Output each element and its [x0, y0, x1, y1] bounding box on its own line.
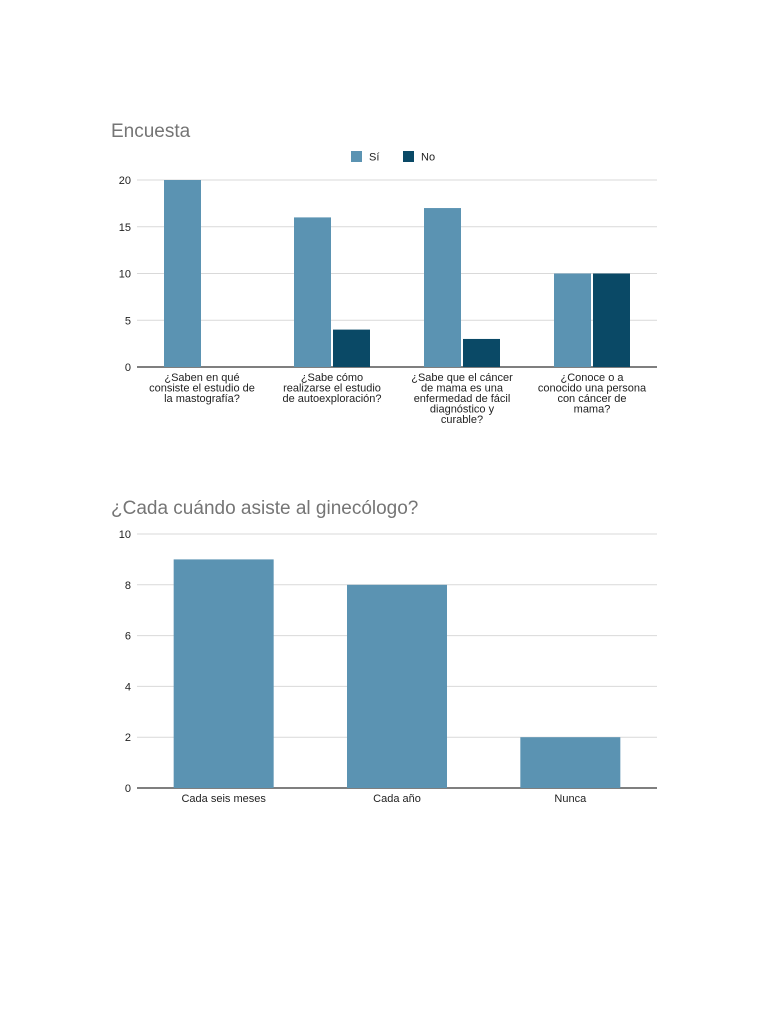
chart-title: ¿Cada cuándo asiste al ginecólogo?	[111, 498, 418, 519]
x-tick-label: conocido una persona	[538, 383, 647, 395]
y-tick-label: 20	[119, 175, 131, 187]
y-axis: 0 2 4 6 8 10	[119, 529, 131, 795]
chart-ginecologo: ¿Cada cuándo asiste al ginecólogo? 0 2 4 6 8…	[111, 498, 657, 805]
y-tick-label: 15	[119, 222, 131, 234]
bar-sí	[294, 217, 331, 367]
chart-title: Encuesta	[111, 121, 191, 142]
bar-no	[463, 338, 500, 367]
y-tick-label: 5	[125, 315, 131, 327]
x-tick-label: Cada año	[373, 793, 421, 805]
x-tick-label: curable?	[441, 414, 483, 426]
bar-sí	[424, 208, 461, 367]
x-tick-label: de mama es una	[421, 383, 504, 395]
x-tick-label: con cáncer de	[557, 393, 626, 405]
x-tick-label: realizarse el estudio	[283, 383, 381, 395]
y-axis: 0 5 10 15 20	[119, 175, 131, 374]
x-tick-label: ¿Saben en qué	[164, 372, 239, 384]
legend-swatch	[403, 151, 414, 162]
x-tick-label: enfermedad de fácil	[414, 393, 511, 405]
legend-label: No	[421, 152, 435, 164]
bar-value	[173, 559, 274, 788]
x-axis: Cada seis meses Cada año Nunca	[181, 793, 587, 805]
bars	[173, 559, 621, 788]
y-tick-label: 10	[119, 529, 131, 541]
y-tick-label: 0	[125, 783, 131, 795]
x-tick-label: ¿Sabe cómo	[301, 372, 363, 384]
chart-encuesta: Encuesta Sí No 0 5 10 15 20 ¿Saben en quécons…	[111, 121, 657, 426]
x-tick-label: ¿Sabe que el cáncer	[411, 372, 513, 384]
y-tick-label: 2	[125, 732, 131, 744]
y-tick-label: 4	[125, 681, 131, 693]
x-tick-label: mama?	[574, 404, 611, 416]
bar-sí	[554, 273, 591, 367]
x-tick-label: consiste el estudio de	[149, 383, 255, 395]
y-tick-label: 10	[119, 269, 131, 281]
legend-swatch	[351, 151, 362, 162]
bar-no	[593, 273, 630, 367]
y-tick-label: 6	[125, 631, 131, 643]
bars	[164, 180, 630, 367]
x-tick-label: Cada seis meses	[181, 793, 266, 805]
bar-sí	[164, 180, 201, 367]
bar-value	[520, 737, 621, 788]
x-tick-label: ¿Conoce o a	[561, 372, 625, 384]
x-tick-label: la mastografía?	[164, 393, 240, 405]
x-tick-label: de autoexploración?	[282, 393, 381, 405]
y-tick-label: 8	[125, 580, 131, 592]
y-tick-label: 0	[125, 362, 131, 374]
bar-no	[333, 329, 370, 367]
bar-value	[347, 584, 447, 788]
x-tick-label: diagnóstico y	[430, 404, 495, 416]
x-tick-label: Nunca	[554, 793, 587, 805]
legend: Sí No	[351, 151, 435, 164]
legend-label: Sí	[369, 152, 379, 164]
